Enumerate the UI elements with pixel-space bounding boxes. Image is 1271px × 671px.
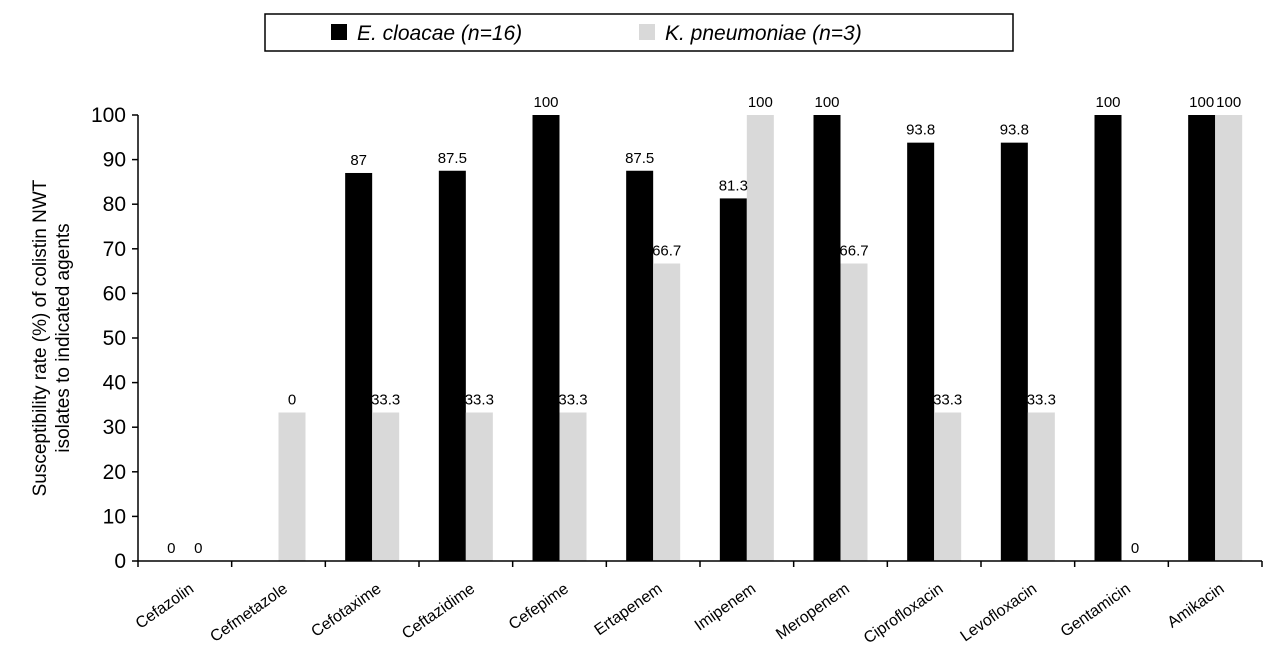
bar-e-cloacae-n-16-ciprofloxacin xyxy=(907,142,935,562)
bar-e-cloacae-n-16-ceftazidime xyxy=(438,170,466,561)
y-tick-label: 40 xyxy=(103,372,126,395)
data-label-k-pneumoniae-n-3-meropenem: 66.7 xyxy=(839,243,868,260)
y-axis-title: Susceptibility rate (%) of colistin NWT i… xyxy=(30,179,74,496)
x-tick-label-cefotaxime: Cefotaxime xyxy=(308,580,384,640)
data-label-e-cloacae-n-16-ertapenem: 87.5 xyxy=(625,150,654,167)
bar-e-cloacae-n-16-gentamicin xyxy=(1094,115,1122,561)
y-axis-ticks: 0 10 20 30 40 50 60 70 80 90 100 xyxy=(91,104,138,573)
bar-k-pneumoniae-n-3-amikacin xyxy=(1215,115,1243,561)
y-tick-label: 80 xyxy=(103,193,126,216)
data-label-k-pneumoniae-n-3-ertapenem: 66.7 xyxy=(652,243,681,260)
x-tick-label-cefepime: Cefepime xyxy=(506,580,572,633)
data-label-k-pneumoniae-n-3-cefazolin: 0 xyxy=(194,540,202,557)
x-tick-label-cefazolin: Cefazolin xyxy=(133,580,197,632)
data-label-e-cloacae-n-16-gentamicin: 100 xyxy=(1095,94,1120,111)
x-tick-label-meropenem: Meropenem xyxy=(773,580,853,643)
y-tick-label: 30 xyxy=(103,416,126,439)
data-label-k-pneumoniae-n-3-cefmetazole: 0 xyxy=(288,391,296,408)
bar-k-pneumoniae-n-3-meropenem xyxy=(840,263,868,561)
y-tick-label: 0 xyxy=(114,550,126,573)
bar-e-cloacae-n-16-meropenem xyxy=(813,115,841,561)
bar-e-cloacae-n-16-amikacin xyxy=(1188,115,1216,561)
bar-e-cloacae-n-16-cefotaxime xyxy=(345,172,373,562)
legend-swatch-k-pneumoniae xyxy=(639,24,655,40)
data-label-k-pneumoniae-n-3-ceftazidime: 33.3 xyxy=(465,391,494,408)
data-label-k-pneumoniae-n-3-gentamicin: 0 xyxy=(1131,540,1139,557)
x-tick-label-amikacin: Amikacin xyxy=(1165,580,1228,631)
x-tick-label-cefmetazole: Cefmetazole xyxy=(207,580,290,646)
y-axis-title-text: Susceptibility rate (%) of colistin NWT i… xyxy=(30,179,74,496)
bar-e-cloacae-n-16-cefepime xyxy=(532,115,560,561)
bar-k-pneumoniae-n-3-imipenem xyxy=(746,115,774,561)
bar-e-cloacae-n-16-imipenem xyxy=(719,198,747,562)
bar-k-pneumoniae-n-3-levofloxacin xyxy=(1027,412,1055,561)
bar-k-pneumoniae-n-3-ceftazidime xyxy=(465,412,493,561)
bar-k-pneumoniae-n-3-ciprofloxacin xyxy=(934,412,962,561)
x-axis-ticks: Cefazolin Cefmetazole Cefotaxime Ceftazidim… xyxy=(133,561,1263,647)
x-tick-label-gentamicin: Gentamicin xyxy=(1058,580,1134,640)
data-label-k-pneumoniae-n-3-levofloxacin: 33.3 xyxy=(1027,391,1056,408)
bars xyxy=(278,115,1243,562)
bar-e-cloacae-n-16-ertapenem xyxy=(626,170,654,561)
legend-swatch-e-cloacae xyxy=(331,24,347,40)
bar-k-pneumoniae-n-3-cefotaxime xyxy=(372,412,400,561)
bar-k-pneumoniae-n-3-cefmetazole xyxy=(278,412,306,561)
y-axis-title-line: isolates to indicated agents xyxy=(53,223,74,452)
data-label-e-cloacae-n-16-cefazolin: 0 xyxy=(167,540,175,557)
y-tick-label: 70 xyxy=(103,238,126,261)
data-label-e-cloacae-n-16-cefotaxime: 87 xyxy=(350,152,367,169)
y-tick-label: 90 xyxy=(103,149,126,172)
data-label-e-cloacae-n-16-amikacin: 100 xyxy=(1189,94,1214,111)
x-tick-label-levofloxacin: Levofloxacin xyxy=(958,580,1041,645)
bar-k-pneumoniae-n-3-ertapenem xyxy=(653,263,681,561)
data-label-e-cloacae-n-16-imipenem: 81.3 xyxy=(719,177,748,194)
y-tick-label: 20 xyxy=(103,461,126,484)
data-label-k-pneumoniae-n-3-imipenem: 100 xyxy=(748,94,773,111)
y-tick-label: 60 xyxy=(103,282,126,305)
x-tick-label-ciprofloxacin: Ciprofloxacin xyxy=(861,580,947,647)
data-label-e-cloacae-n-16-ciprofloxacin: 93.8 xyxy=(906,122,935,139)
legend-label-k-pneumoniae: K. pneumoniae (n=3) xyxy=(665,22,862,45)
y-tick-label: 100 xyxy=(91,104,126,127)
y-tick-label: 10 xyxy=(103,505,126,528)
y-axis-title-line: Susceptibility rate (%) of colistin NWT xyxy=(30,179,51,496)
data-label-e-cloacae-n-16-ceftazidime: 87.5 xyxy=(438,150,467,167)
x-tick-label-ceftazidime: Ceftazidime xyxy=(399,580,478,642)
data-label-k-pneumoniae-n-3-amikacin: 100 xyxy=(1216,94,1241,111)
data-label-k-pneumoniae-n-3-cefotaxime: 33.3 xyxy=(371,391,400,408)
legend-label-e-cloacae: E. cloacae (n=16) xyxy=(357,22,522,45)
bar-k-pneumoniae-n-3-cefepime xyxy=(559,412,587,561)
data-label-e-cloacae-n-16-levofloxacin: 93.8 xyxy=(1000,122,1029,139)
data-label-e-cloacae-n-16-cefepime: 100 xyxy=(533,94,558,111)
data-label-k-pneumoniae-n-3-ciprofloxacin: 33.3 xyxy=(933,391,962,408)
bar-e-cloacae-n-16-levofloxacin xyxy=(1000,142,1028,562)
legend: E. cloacae (n=16) K. pneumoniae (n=3) xyxy=(264,13,1014,52)
data-label-k-pneumoniae-n-3-cefepime: 33.3 xyxy=(558,391,587,408)
y-tick-label: 50 xyxy=(103,327,126,350)
x-tick-label-ertapenem: Ertapenem xyxy=(592,580,666,639)
x-tick-label-imipenem: Imipenem xyxy=(692,580,759,634)
data-label-e-cloacae-n-16-meropenem: 100 xyxy=(814,94,839,111)
